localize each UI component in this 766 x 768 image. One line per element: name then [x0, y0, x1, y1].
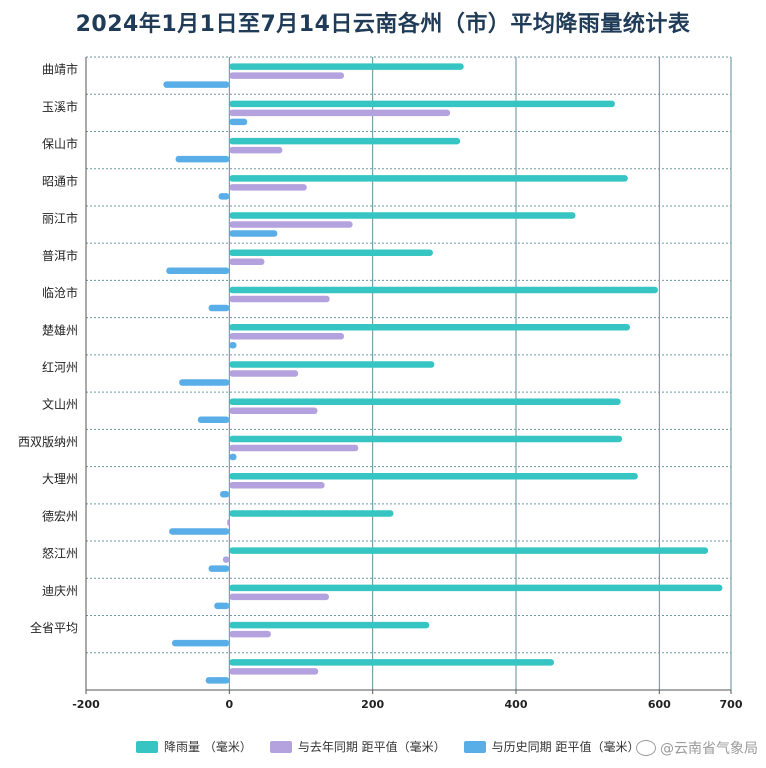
bar-s2-row9	[197, 416, 230, 423]
category-label: 丽江市	[42, 211, 78, 226]
watermark-text: @云南省气象局	[660, 741, 758, 757]
bar-s0-row4	[229, 212, 576, 219]
bar-s0-row12	[229, 510, 394, 517]
bar-s0-row9	[229, 398, 621, 405]
bar-s0-row1	[229, 100, 615, 108]
category-label: 西双版纳州	[18, 435, 78, 449]
category-label: 曲靖市	[42, 62, 78, 77]
chart-legend: 降雨量 （毫米） 与去年同期 距平值（毫米） 与历史同期 距平值（毫米）	[136, 738, 639, 755]
weibo-icon	[636, 740, 656, 756]
bar-s2-row8	[179, 379, 230, 386]
legend-swatch-rainfall	[136, 740, 158, 753]
bar-s1-row5	[229, 258, 265, 266]
bar-s1-row6	[229, 295, 330, 303]
category-label: 全省平均	[30, 620, 78, 635]
category-label: 德宏州	[42, 508, 78, 523]
category-label: 临沧市	[42, 285, 78, 300]
bar-s1-row8	[229, 370, 299, 377]
bar-s2-row12	[169, 528, 230, 535]
bar-s2-row2	[175, 155, 230, 163]
bar-s1-row7	[229, 333, 344, 340]
bar-s1-row12	[227, 519, 230, 526]
bar-s0-row10	[229, 435, 623, 443]
category-label: 保山市	[42, 136, 78, 151]
chart-title: 2024年1月1日至7月14日云南各州（市）平均降雨量统计表	[75, 12, 691, 37]
bar-s0-row8	[229, 361, 435, 368]
x-tick-label: 600	[648, 698, 671, 711]
bar-s2-row14	[214, 602, 230, 610]
legend-swatch-last-year	[269, 740, 292, 753]
legend-item-rainfall[interactable]: 降雨量 （毫米）	[136, 738, 252, 755]
bar-s1-row16	[229, 668, 319, 675]
bar-s1-row0	[229, 72, 344, 79]
category-label: 文山州	[42, 397, 78, 412]
bar-s1-row1	[229, 109, 451, 117]
bar-s0-row13	[229, 547, 709, 554]
legend-item-last-year[interactable]: 与去年同期 距平值（毫米）	[269, 738, 446, 755]
bar-s0-row6	[229, 286, 658, 294]
watermark: @云南省气象局	[636, 738, 758, 758]
bar-s2-row0	[163, 81, 230, 88]
category-label: 昭通市	[42, 173, 78, 188]
bar-s2-row3	[218, 193, 230, 200]
x-tick-label: 200	[361, 698, 384, 711]
category-label: 楚雄州	[42, 322, 78, 337]
bar-s1-row9	[229, 407, 318, 414]
bar-s0-row11	[229, 472, 638, 480]
bar-s1-row10	[229, 444, 359, 452]
legend-item-history[interactable]: 与历史同期 距平值（毫米）	[463, 738, 640, 755]
x-tick-label: -200	[72, 698, 100, 711]
legend-label-history: 与历史同期 距平值（毫米）	[491, 740, 640, 754]
bar-s2-row10	[229, 453, 237, 461]
bar-s0-row15	[229, 621, 430, 629]
bar-s1-row4	[229, 221, 353, 228]
category-label: 玉溪市	[42, 99, 78, 114]
x-tick-label: 0	[226, 698, 234, 711]
category-label: 红河州	[42, 360, 78, 375]
bar-s1-row13	[222, 556, 230, 563]
legend-swatch-history	[463, 740, 486, 753]
bar-s0-row16	[229, 659, 554, 666]
bar-s1-row15	[229, 630, 271, 638]
bar-s2-row16	[205, 677, 230, 684]
x-tick-label: 700	[720, 698, 743, 711]
category-label: 怒江州	[42, 546, 78, 561]
bar-s2-row4	[229, 230, 278, 237]
bar-s0-row3	[229, 175, 628, 182]
bar-s2-row1	[229, 118, 248, 126]
bar-s0-row0	[229, 63, 464, 70]
category-label: 大理州	[42, 472, 78, 486]
bar-s2-row5	[166, 267, 230, 275]
bar-s0-row14	[229, 584, 723, 592]
legend-label-rainfall: 降雨量 （毫米）	[164, 740, 252, 754]
bar-s1-row11	[229, 481, 325, 489]
category-label: 迪庆州	[42, 584, 78, 598]
bar-s1-row2	[229, 146, 283, 154]
bar-s2-row11	[220, 490, 230, 498]
legend-label-last-year: 与去年同期 距平值（毫米）	[297, 740, 446, 754]
x-tick-label: 400	[505, 698, 528, 711]
bar-s2-row7	[229, 342, 237, 349]
category-label: 普洱市	[42, 248, 78, 263]
bar-s2-row6	[208, 304, 230, 312]
bar-s2-row13	[208, 565, 230, 572]
bar-s0-row5	[229, 249, 433, 257]
bar-s0-row7	[229, 324, 630, 331]
bar-s1-row3	[229, 184, 307, 191]
bar-s1-row14	[229, 593, 329, 601]
bar-s0-row2	[229, 137, 461, 145]
bar-s2-row15	[172, 639, 230, 647]
